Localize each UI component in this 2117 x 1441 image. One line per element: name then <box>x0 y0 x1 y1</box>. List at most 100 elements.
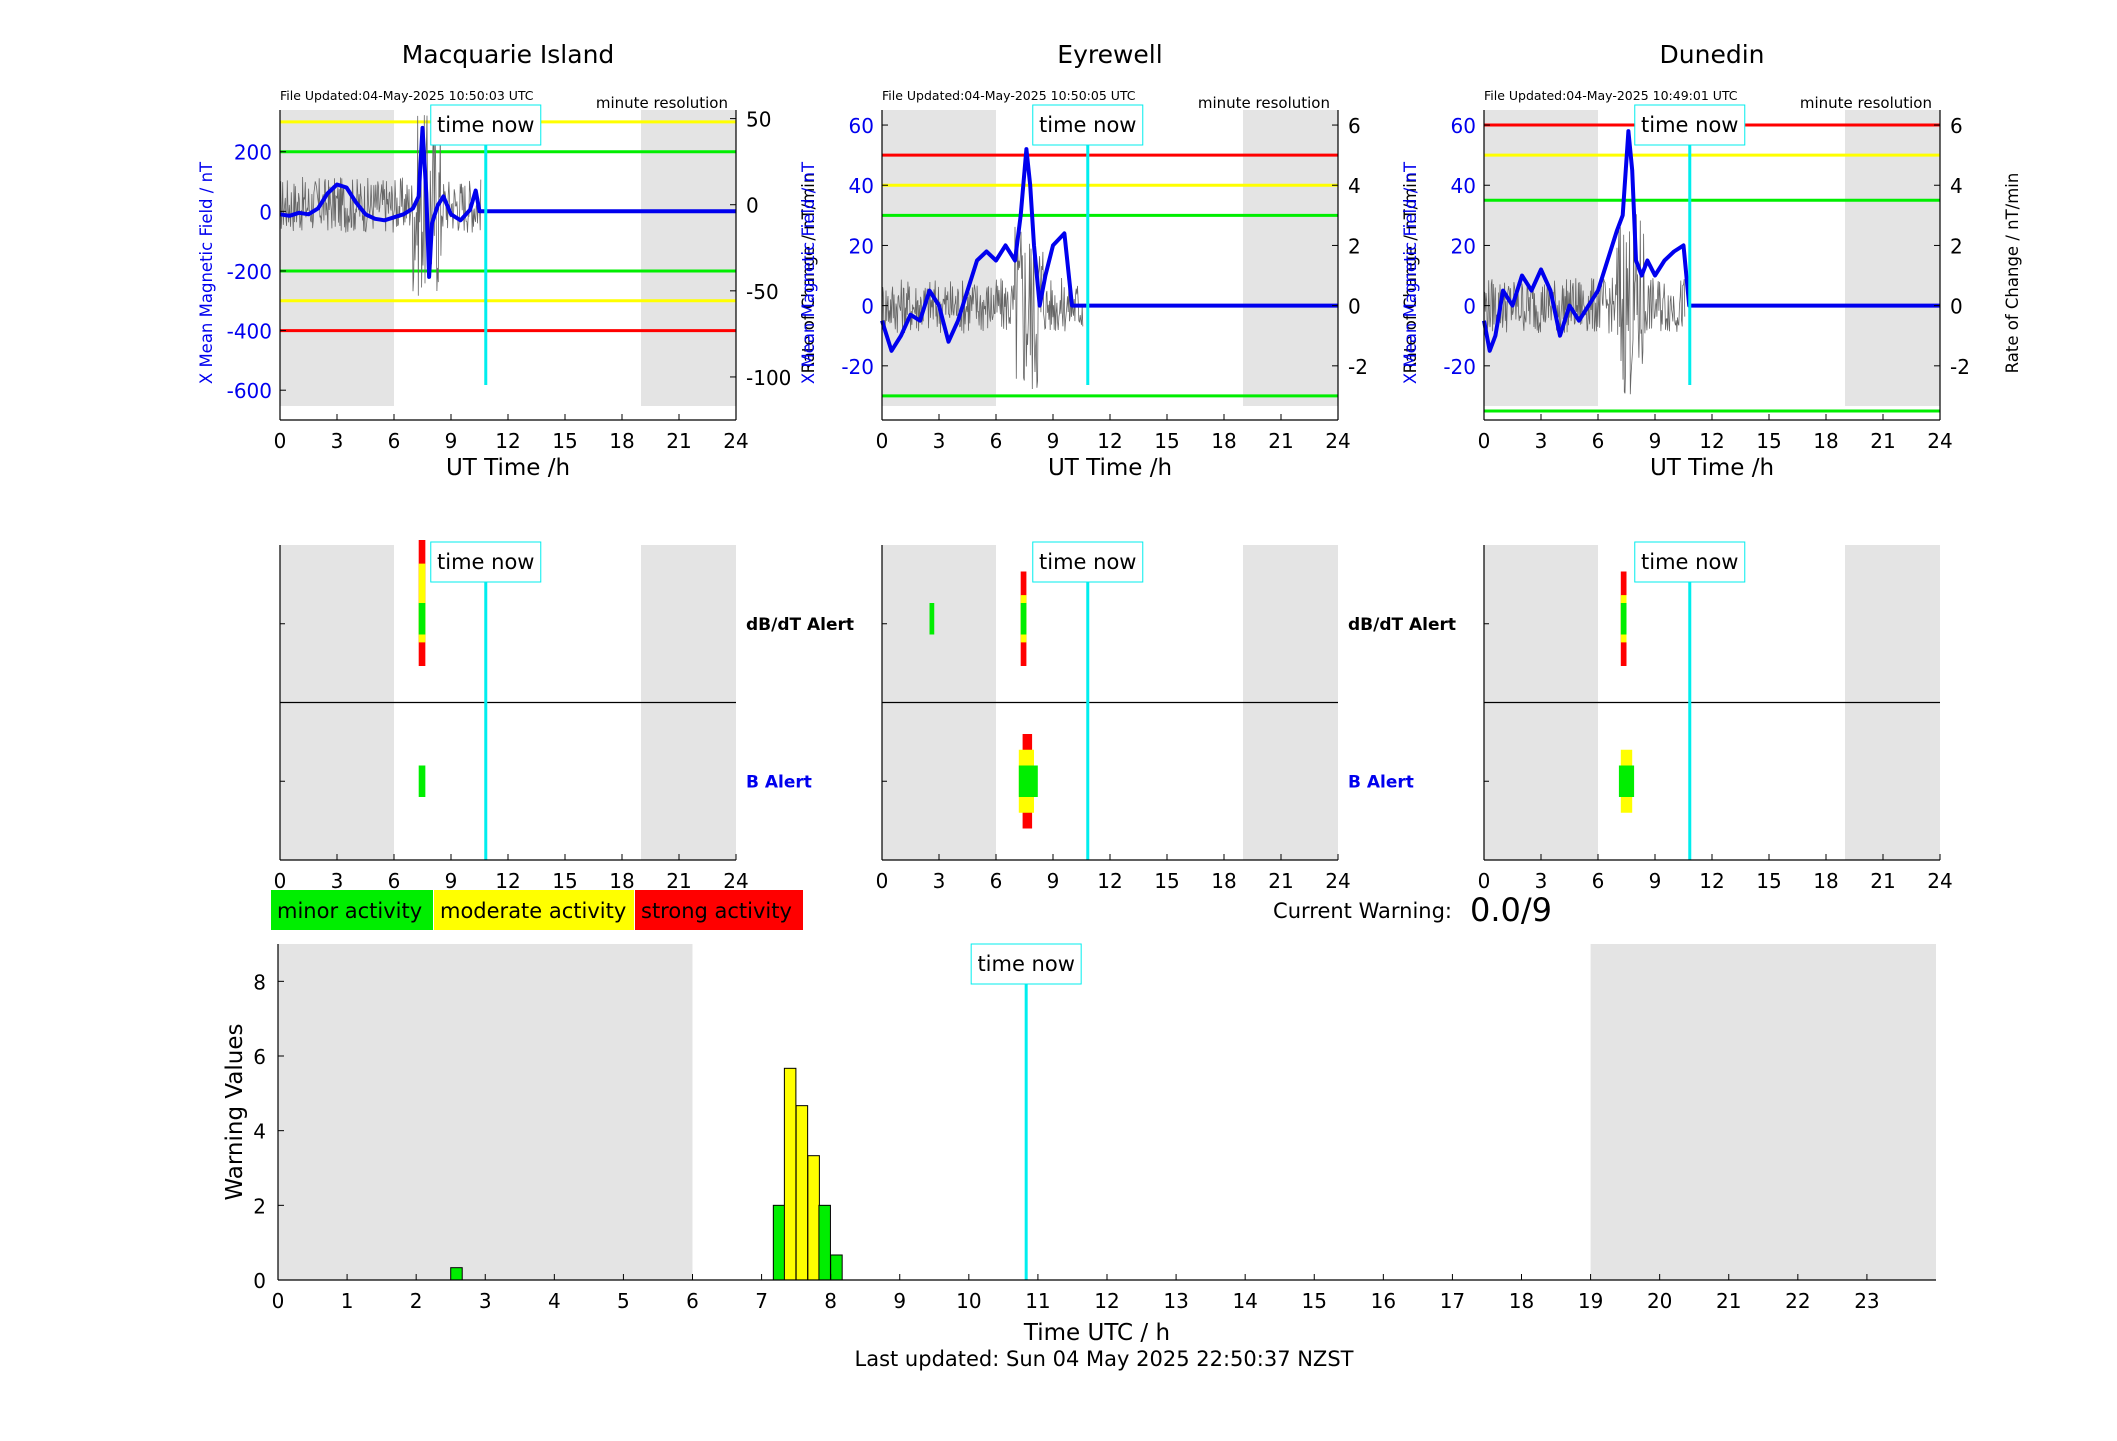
legend-swatch <box>271 890 433 930</box>
x-tick-label: 9 <box>445 429 458 453</box>
x-tick-label: 3 <box>331 429 344 453</box>
x-tick-label: 7 <box>755 1289 768 1313</box>
current-warning: Current Warning: 0.0/9 <box>1273 891 1552 929</box>
x-tick-label: 0 <box>274 429 287 453</box>
x-tick-label: 12 <box>1699 429 1724 453</box>
left-tick-label: 40 <box>1451 174 1476 198</box>
x-tick-label: 9 <box>1047 429 1060 453</box>
time-now-label: time now <box>1039 550 1136 574</box>
time-now-label: time now <box>437 550 534 574</box>
right-tick-label: -2 <box>1950 355 1970 379</box>
x-tick-label: 18 <box>1211 429 1236 453</box>
time-now-label: time now <box>1039 113 1136 137</box>
time-now-marker: time now <box>1634 104 1746 146</box>
x-axis-title: UT Time /h <box>1048 455 1172 481</box>
x-tick-label: 15 <box>1302 1289 1327 1313</box>
x-tick-label: 15 <box>1154 869 1179 893</box>
x-tick-label: 15 <box>1756 429 1781 453</box>
mean-field-trace <box>1482 129 1940 353</box>
alert-plot-macquarie-island: time now 0 3 6 9 12 15 18 21 24 dB/dT Alert B Alert <box>274 540 854 893</box>
dbdt-alert-label: dB/dT Alert <box>1348 615 1456 635</box>
legend-label: moderate activity <box>440 899 626 923</box>
x-tick-label: 0 <box>1478 869 1491 893</box>
legend-label: strong activity <box>641 899 792 923</box>
time-now-marker: time now <box>1032 104 1144 146</box>
x-tick-label: 4 <box>548 1289 561 1313</box>
x-tick-label: 3 <box>933 429 946 453</box>
x-tick-label: 21 <box>1716 1289 1741 1313</box>
mean-field-trace <box>880 147 1338 353</box>
left-tick-label: 60 <box>849 114 874 138</box>
left-tick-label: -20 <box>1443 355 1476 379</box>
right-axis-title: Rate of Change / nT/min <box>2003 173 2022 374</box>
right-axis-title: Rate of Change / nT/min <box>1401 173 1420 374</box>
station-title: Macquarie Island <box>402 40 615 69</box>
right-tick-label: 4 <box>1348 174 1361 198</box>
night-shade <box>1845 110 1940 406</box>
night-shade <box>641 110 736 406</box>
left-axis-title: X Mean Magnetic Field / nT <box>1401 161 1420 384</box>
left-axis-title: X Mean Magnetic Field / nT <box>197 161 216 384</box>
time-now-box <box>1634 541 1746 583</box>
x-tick-label: 21 <box>1268 429 1293 453</box>
x-tick-label: 9 <box>1649 429 1662 453</box>
x-tick-label: 21 <box>666 429 691 453</box>
x-tick-label: 15 <box>1756 869 1781 893</box>
x-tick-label: 1 <box>341 1289 354 1313</box>
time-now-marker: time now <box>1032 541 1144 583</box>
time-now-box <box>430 541 542 583</box>
mean-field-trace <box>279 125 736 279</box>
warning-bar <box>818 1204 831 1281</box>
night-shade <box>278 944 693 1280</box>
x-tick-label: 22 <box>1785 1289 1810 1313</box>
x-tick-label: 6 <box>388 429 401 453</box>
x-tick-label: 18 <box>609 869 634 893</box>
x-tick-label: 16 <box>1371 1289 1396 1313</box>
x-tick-label: 20 <box>1647 1289 1672 1313</box>
x-tick-label: 10 <box>956 1289 981 1313</box>
right-tick-label: -2 <box>1348 355 1368 379</box>
x-tick-label: 3 <box>933 869 946 893</box>
legend-swatch <box>635 890 803 930</box>
y-axis-title: Warning Values <box>222 1023 248 1200</box>
station-title: Dunedin <box>1660 40 1765 69</box>
alert-bar <box>1620 603 1627 635</box>
legend-swatch <box>434 890 634 930</box>
left-tick-label: 200 <box>234 141 272 165</box>
alert-plot-dunedin: time now 0 3 6 9 12 15 18 21 24 <box>1478 541 1953 893</box>
resolution-text: minute resolution <box>1800 94 1932 112</box>
left-tick-label: 40 <box>849 174 874 198</box>
left-tick-label: -600 <box>227 379 272 403</box>
night-shade <box>1590 944 1936 1280</box>
left-tick-label: 0 <box>259 200 272 224</box>
left-tick-label: 20 <box>849 234 874 258</box>
right-tick-label: -50 <box>746 280 779 304</box>
x-tick-label: 21 <box>1268 869 1293 893</box>
warning-bar <box>807 1155 820 1281</box>
time-now-label: time now <box>437 113 534 137</box>
warning-bar <box>795 1105 809 1281</box>
time-now-marker: time now <box>430 541 542 583</box>
right-tick-label: 4 <box>1950 174 1963 198</box>
alert-plot-eyrewell: time now 0 3 6 9 12 15 18 21 24 dB/dT Alert B Alert <box>876 541 1456 893</box>
x-tick-label: 18 <box>1509 1289 1534 1313</box>
left-tick-label: -400 <box>227 320 272 344</box>
right-tick-label: 6 <box>1950 114 1963 138</box>
right-tick-label: 50 <box>746 108 771 132</box>
right-tick-label: 6 <box>1348 114 1361 138</box>
x-tick-label: 18 <box>1211 869 1236 893</box>
left-tick-label: 60 <box>1451 114 1476 138</box>
x-axis-title: UT Time /h <box>446 455 570 481</box>
x-tick-label: 0 <box>274 869 287 893</box>
x-tick-label: 3 <box>479 1289 492 1313</box>
current-warning-value: 0.0/9 <box>1470 891 1552 929</box>
x-tick-label: 12 <box>495 429 520 453</box>
x-tick-label: 0 <box>876 429 889 453</box>
resolution-text: minute resolution <box>596 94 728 112</box>
x-tick-label: 12 <box>1097 869 1122 893</box>
last-updated-footer: Last updated: Sun 04 May 2025 22:50:37 N… <box>855 1347 1354 1371</box>
y-tick-label: 4 <box>253 1120 266 1144</box>
x-tick-label: 9 <box>893 1289 906 1313</box>
